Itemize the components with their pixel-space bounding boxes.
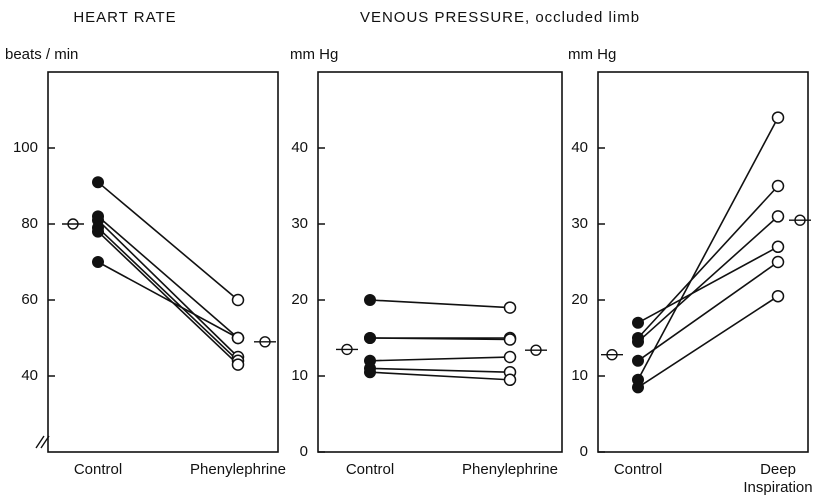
axis-break <box>35 435 45 449</box>
y-tick-label: 30 <box>571 215 588 232</box>
panel-title: VENOUS PRESSURE, occluded limb <box>360 9 640 26</box>
pair-line <box>369 299 511 309</box>
x-tick-label: Control <box>613 461 663 478</box>
test-point <box>231 358 245 371</box>
y-tick-label: 20 <box>291 291 308 308</box>
pair-line <box>97 219 239 358</box>
pair-line <box>369 367 511 373</box>
mean-point <box>530 344 542 356</box>
pair-line <box>637 261 779 362</box>
x-tick-label: Phenylephrine <box>190 461 286 478</box>
control-point <box>632 335 644 348</box>
test-point <box>503 350 517 364</box>
mean-point <box>794 214 806 226</box>
plot-frame <box>317 71 563 453</box>
y-tick-label: 80 <box>21 215 38 232</box>
test-point <box>231 331 245 345</box>
y-axis-label: mm Hg <box>568 46 616 63</box>
panel-title: HEART RATE <box>73 9 176 26</box>
test-point <box>771 240 785 254</box>
y-tick-label: 10 <box>291 367 308 384</box>
test-point <box>503 373 517 387</box>
y-tick-label: 0 <box>300 443 308 460</box>
x-tick-label: Control <box>73 461 123 478</box>
control-point <box>364 366 376 379</box>
pair-line <box>97 181 239 301</box>
control-point <box>92 256 104 268</box>
y-axis-label: beats / min <box>5 46 78 63</box>
y-tick-label: 30 <box>291 215 308 232</box>
test-point <box>503 333 517 346</box>
control-point <box>632 354 644 367</box>
x-tick-label: Phenylephrine <box>462 461 558 478</box>
control-point <box>364 294 376 306</box>
control-point <box>92 225 104 238</box>
control-point <box>92 176 104 189</box>
x-tick-label: Control <box>345 461 395 478</box>
pair-line <box>369 337 511 341</box>
y-tick-label: 0 <box>580 443 588 460</box>
mean-point <box>606 349 618 361</box>
test-point <box>771 210 785 223</box>
test-point <box>771 111 785 124</box>
control-point <box>632 316 644 329</box>
pair-line <box>97 231 239 366</box>
y-tick-label: 100 <box>13 139 38 156</box>
test-point <box>771 289 785 303</box>
pair-line <box>637 117 779 381</box>
y-tick-label: 40 <box>21 367 38 384</box>
pair-line <box>369 356 511 362</box>
y-tick-label: 60 <box>21 291 38 308</box>
test-point <box>771 179 785 193</box>
test-point <box>771 255 785 269</box>
pair-line <box>637 246 779 324</box>
control-point <box>364 332 376 344</box>
pair-line <box>97 261 239 339</box>
control-point <box>632 381 644 394</box>
y-tick-label: 40 <box>291 139 308 156</box>
mean-point <box>67 218 79 230</box>
pair-line <box>369 371 511 381</box>
x-tick-label: Deep Inspiration <box>743 461 813 496</box>
test-point <box>231 293 245 307</box>
y-tick-label: 20 <box>571 291 588 308</box>
axis-break <box>40 435 50 449</box>
mean-point <box>341 343 353 356</box>
mean-point <box>259 336 271 348</box>
y-axis-label: mm Hg <box>290 46 338 63</box>
plot-frame <box>47 71 279 453</box>
pair-line <box>637 295 779 389</box>
test-point <box>503 301 517 314</box>
y-tick-label: 40 <box>571 139 588 156</box>
y-tick-label: 10 <box>571 367 588 384</box>
pair-line <box>97 215 239 339</box>
pair-line <box>637 185 779 339</box>
plot-frame <box>597 71 809 453</box>
pair-line <box>97 227 239 362</box>
pair-line <box>637 215 779 343</box>
